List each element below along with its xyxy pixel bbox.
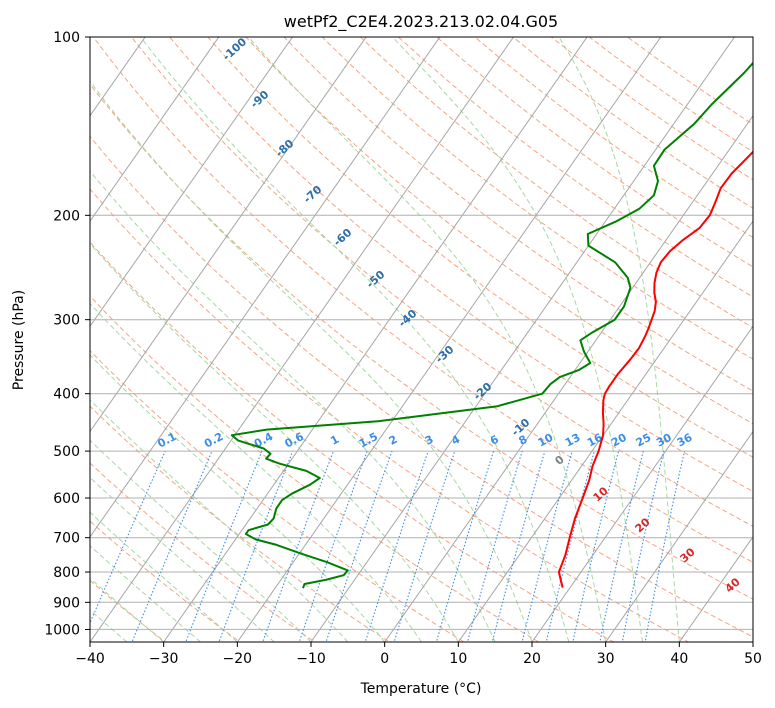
temperature-line — [557, 150, 753, 588]
mixing-ratio-line — [298, 450, 368, 642]
moist-adiabat — [90, 242, 459, 642]
mixing-ratio-label: 25 — [634, 431, 654, 450]
dry-adiabat — [90, 188, 690, 642]
moist-adiabat — [90, 577, 165, 642]
mixing-ratio-label: 10 — [536, 431, 556, 450]
mixing-ratio-line — [572, 450, 620, 642]
dry-adiabat — [168, 37, 753, 492]
isotherm-line — [90, 37, 441, 538]
isotherm-line — [678, 535, 753, 642]
mixing-ratio-line — [185, 450, 263, 642]
mixing-ratio-labels: 0.1 0.2 0.4 0.6 1 1.5 2 3 4 6 8 10 13 16 20 25 30 36 — [155, 430, 694, 451]
moist-adiabat — [248, 37, 607, 642]
isotherm-line — [384, 114, 753, 642]
x-tick-label: 50 — [744, 651, 762, 667]
x-tick-label: 30 — [597, 651, 615, 667]
profile-lines — [230, 61, 753, 589]
dry-adiabat — [207, 37, 753, 458]
isotherm-line — [310, 37, 736, 642]
dry-adiabat — [90, 135, 753, 638]
mixing-ratio-line — [218, 450, 294, 642]
mixing-ratio-line — [466, 450, 523, 642]
y-tick-label: 1000 — [44, 622, 80, 638]
dry-adiabat — [130, 37, 753, 527]
x-tick-label: 10 — [449, 651, 467, 667]
moist-adiabat — [140, 37, 570, 642]
x-axis-title: Temperature (°C) — [360, 681, 482, 697]
x-tick-label: 20 — [523, 651, 541, 667]
mixing-ratio-line — [325, 450, 393, 642]
moist-adiabat — [90, 170, 496, 642]
y-axis-title: Pressure (hPa) — [11, 290, 27, 390]
moist-adiabat — [90, 511, 238, 642]
isotherm-line — [457, 220, 753, 642]
x-tick-label: −10 — [296, 651, 326, 667]
mixing-ratio-line — [364, 450, 429, 642]
isotherm-line — [90, 37, 367, 433]
mixing-ratio-line — [621, 450, 665, 642]
mixing-ratio-label: 13 — [563, 431, 583, 450]
dry-adiabat — [90, 350, 466, 642]
isotherm-line — [90, 37, 515, 642]
isotherm-line — [163, 37, 588, 642]
plot-frame — [89, 36, 754, 643]
x-axis: −40 −30 −20 −10 0 10 20 30 40 50 — [75, 642, 762, 667]
y-tick-label: 200 — [53, 208, 80, 224]
dry-adiabat — [90, 83, 753, 600]
x-tick-label: 0 — [380, 651, 389, 667]
moist-adiabat — [90, 545, 201, 642]
y-tick-label: 300 — [53, 313, 80, 329]
mixing-ratio-line — [435, 450, 495, 642]
background-lines — [90, 37, 753, 642]
y-tick-label: 600 — [53, 491, 80, 507]
moist-adiabat — [558, 37, 680, 642]
mixing-ratio-line — [521, 450, 573, 642]
moist-adiabat — [90, 399, 349, 642]
x-tick-label: 40 — [670, 651, 688, 667]
dry-adiabat — [397, 37, 753, 298]
mixing-ratio-label: 20 — [609, 431, 629, 450]
x-tick-label: −30 — [149, 651, 179, 667]
y-tick-label: 800 — [53, 565, 80, 581]
x-tick-label: −40 — [75, 651, 105, 667]
dewpoint-line — [230, 61, 753, 589]
x-tick-label: −20 — [223, 651, 253, 667]
mixing-ratio-line — [599, 450, 644, 642]
y-tick-label: 700 — [53, 531, 80, 547]
mixing-ratio-line — [393, 450, 456, 642]
moist-adiabat — [392, 37, 643, 642]
y-tick-label: 400 — [53, 387, 80, 403]
isotherm-line — [605, 430, 753, 642]
y-tick-label: 900 — [53, 595, 80, 611]
y-tick-label: 500 — [53, 444, 80, 460]
mixing-ratio-line — [491, 450, 546, 642]
isotherm-line — [236, 37, 662, 642]
dry-adiabat — [90, 462, 316, 642]
moist-adiabat — [90, 302, 422, 642]
dry-adiabat — [359, 37, 753, 329]
y-tick-label: 100 — [53, 30, 80, 46]
mixing-ratio-line — [545, 450, 595, 642]
mixing-ratio-line — [131, 450, 213, 642]
mixing-ratio-label: 36 — [675, 431, 695, 450]
isotherm-line — [90, 37, 220, 222]
moist-adiabat — [90, 80, 533, 642]
isotherm-line — [90, 37, 294, 328]
mixing-ratio-label: 30 — [654, 431, 674, 450]
isotherm-line — [531, 325, 753, 642]
dry-adiabat — [90, 241, 615, 642]
chart-title: wetPf2_C2E4.2023.213.02.04.G05 — [284, 12, 558, 32]
mixing-ratio-line — [644, 450, 686, 642]
y-axis: 100 200 300 400 500 600 700 800 900 1000 — [44, 30, 90, 638]
